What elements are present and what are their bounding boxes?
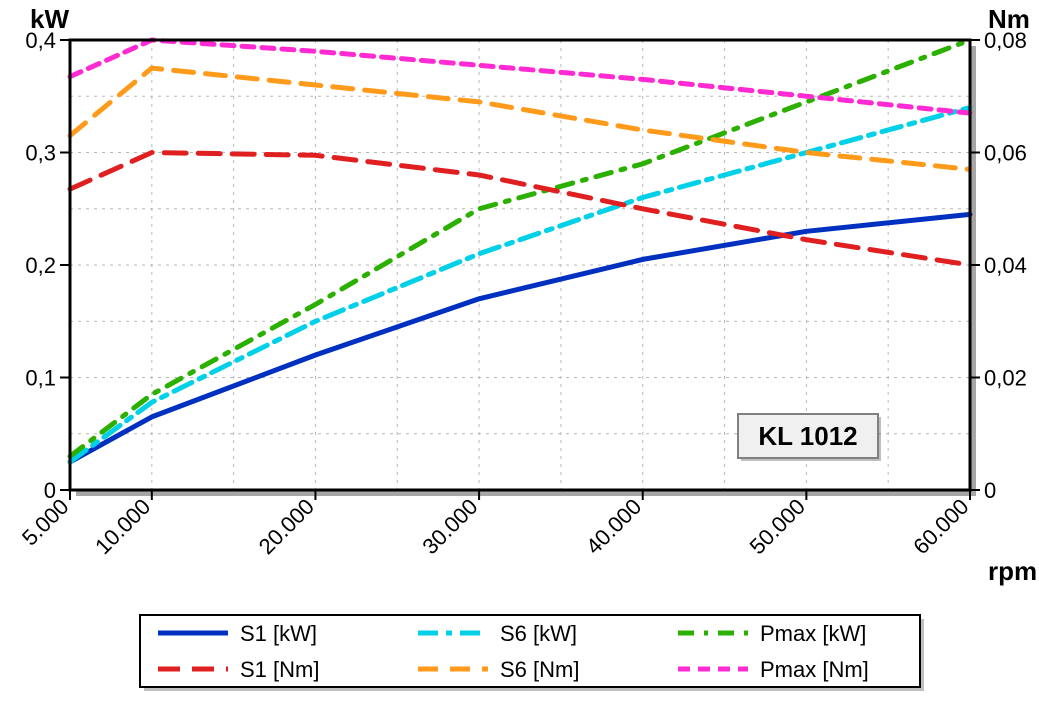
model-badge-text: KL 1012 xyxy=(758,421,857,451)
ytick-left: 0,3 xyxy=(25,141,56,166)
y-axis-title-right: Nm xyxy=(988,4,1030,34)
legend-label: S6 [Nm] xyxy=(500,657,579,682)
ytick-right: 0 xyxy=(984,478,996,503)
xtick: 10.000 xyxy=(90,494,155,559)
legend-label: S1 [Nm] xyxy=(240,657,319,682)
legend-label: Pmax [Nm] xyxy=(760,657,869,682)
y-axis-title-left: kW xyxy=(30,4,69,34)
xtick: 40.000 xyxy=(581,494,646,559)
xtick: 60.000 xyxy=(908,494,973,559)
xtick: 30.000 xyxy=(417,494,482,559)
xtick: 50.000 xyxy=(745,494,810,559)
x-axis-title: rpm xyxy=(988,556,1037,586)
ytick-left: 0,2 xyxy=(25,253,56,278)
ytick-left: 0,1 xyxy=(25,366,56,391)
legend-label: S1 [kW] xyxy=(240,621,317,646)
xtick: 20.000 xyxy=(254,494,319,559)
legend-label: Pmax [kW] xyxy=(760,621,866,646)
ytick-right: 0,06 xyxy=(984,141,1027,166)
ytick-right: 0,04 xyxy=(984,253,1027,278)
ytick-right: 0,02 xyxy=(984,366,1027,391)
legend-label: S6 [kW] xyxy=(500,621,577,646)
power-torque-chart: 00,10,20,30,400,020,040,060,085.00010.00… xyxy=(0,0,1039,709)
